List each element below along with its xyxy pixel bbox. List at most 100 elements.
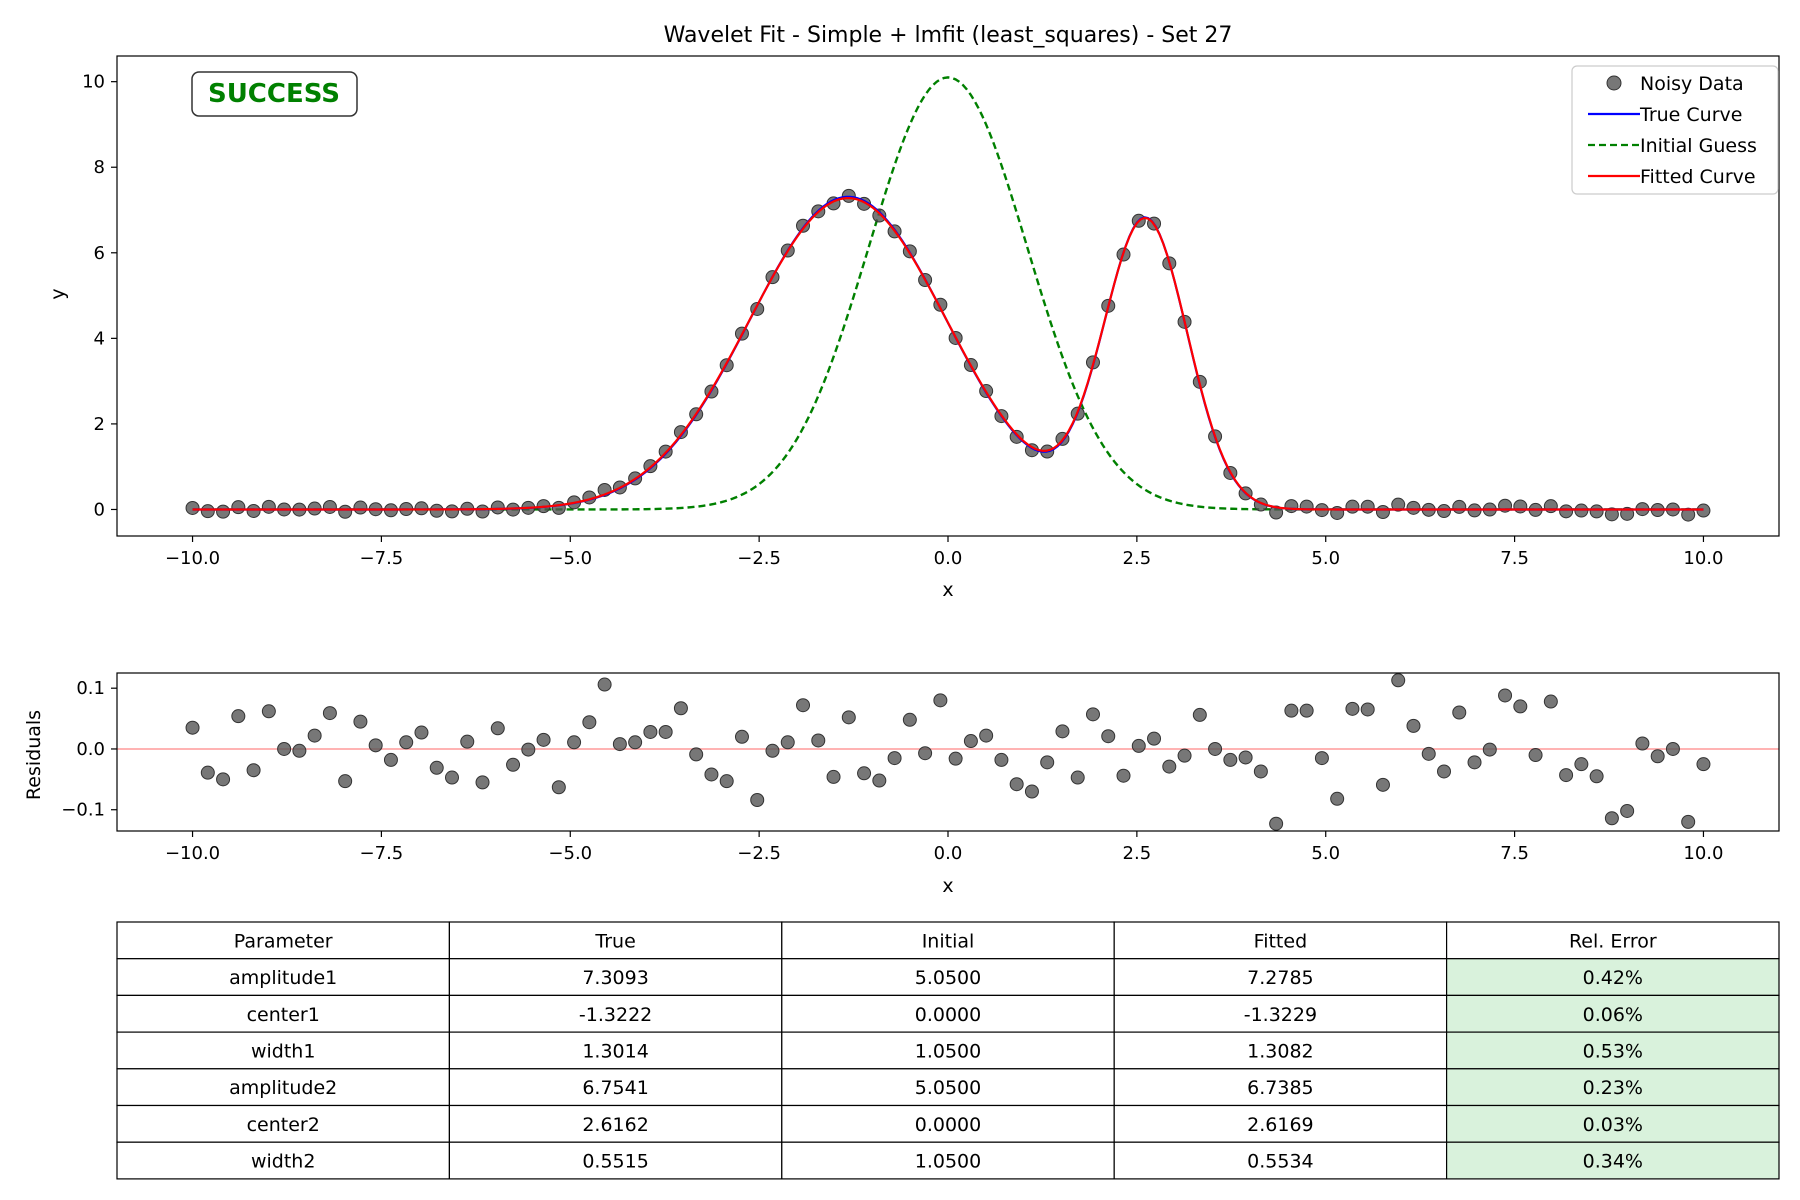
residuals-y-axis-label: Residuals [23, 710, 45, 800]
residual-point [1375, 777, 1390, 792]
residual-point [811, 733, 826, 748]
residual-point [1055, 724, 1070, 739]
residual-point [1574, 757, 1589, 772]
main-axes-frame [116, 55, 1780, 537]
residual-point [1559, 768, 1574, 783]
residual-point [338, 774, 353, 789]
residual-point [1131, 738, 1146, 753]
residuals-x-ticks: −10.0 −7.5 −5.0 −2.5 0.0 2.5 5.0 7.5 10.0 [165, 831, 1723, 864]
residual-point [368, 738, 383, 753]
residual-point [780, 735, 795, 750]
residual-point [322, 706, 337, 721]
table-cell-text: 1.0500 [915, 1151, 981, 1173]
residual-point [307, 728, 322, 743]
x-tick-label: 2.5 [1123, 548, 1152, 569]
residual-point [185, 720, 200, 735]
x-tick-label: −5.0 [548, 548, 592, 569]
residuals-plot: −10.0 −7.5 −5.0 −2.5 0.0 2.5 5.0 7.5 10.0 −0.1 0.… [23, 672, 1780, 897]
noisy-data-point [414, 501, 429, 516]
table-cell-text: 1.3082 [1247, 1040, 1313, 1062]
x-tick-label: −10.0 [165, 548, 220, 569]
x-tick-label: 0.0 [934, 548, 963, 569]
table-header-cell [781, 921, 1115, 960]
table-cell-text: 0.0000 [915, 1004, 981, 1026]
x-tick-label: 10.0 [1683, 843, 1723, 864]
noisy-data-point [1543, 499, 1558, 514]
residual-point [231, 709, 246, 724]
residual-point [1330, 791, 1345, 806]
x-tick-label: −7.5 [360, 843, 404, 864]
noisy-data-point [1620, 506, 1635, 521]
residual-point [796, 698, 811, 713]
residual-point [1147, 731, 1162, 746]
residual-point [857, 766, 872, 781]
noisy-data-point [1406, 500, 1421, 515]
noisy-data-point [1559, 504, 1574, 519]
legend: Noisy Data True Curve Initial Guess Fitt… [1571, 65, 1779, 195]
noisy-data-point [872, 208, 887, 223]
residuals-y-ticks: −0.1 0.0 0.1 [61, 678, 117, 821]
residual-point [1314, 751, 1329, 766]
residual-point [734, 729, 749, 744]
x-tick-label: 7.5 [1500, 843, 1529, 864]
residual-point [597, 677, 612, 692]
residual-point [1513, 699, 1528, 714]
table-cell [1113, 994, 1448, 1033]
main-plot: Wavelet Fit - Simple + lmfit (least_squa… [47, 23, 1780, 601]
residual-point [567, 735, 582, 750]
residual-point [1696, 757, 1711, 772]
table-header-cell [448, 921, 783, 960]
x-tick-label: −10.0 [165, 843, 220, 864]
x-tick-label: −7.5 [360, 548, 404, 569]
table-cell-text: 0.23% [1583, 1077, 1643, 1099]
residual-point [261, 704, 276, 719]
y-tick-label: 4 [94, 328, 105, 349]
table-cell-text: 5.0500 [915, 967, 981, 989]
noisy-data-point [322, 499, 337, 514]
main-y-axis-label: y [47, 288, 69, 299]
noisy-data-point [1437, 504, 1452, 519]
residual-point [887, 751, 902, 766]
noisy-data-point [475, 504, 490, 519]
legend-noisy-data-marker [1606, 75, 1622, 91]
residual-point [1543, 694, 1558, 709]
noisy-data-point [1269, 505, 1284, 520]
table-cell-text: 7.2785 [1247, 967, 1313, 989]
x-tick-label: 7.5 [1500, 548, 1529, 569]
table-cell [448, 1068, 783, 1107]
residual-point [216, 772, 231, 787]
residual-point [1208, 741, 1223, 756]
table-cell [448, 958, 783, 997]
residual-point [1162, 759, 1177, 774]
table-cell-text: width2 [251, 1151, 315, 1173]
noisy-data-point [551, 500, 566, 515]
noisy-data-point [185, 500, 200, 515]
table-cell-text: -1.3229 [1244, 1004, 1317, 1026]
x-tick-label: −2.5 [737, 843, 781, 864]
noisy-data-point [673, 425, 688, 440]
status-badge-text: SUCCESS [208, 79, 340, 109]
residual-point [689, 747, 704, 762]
residual-point [1620, 803, 1635, 818]
residual-point [582, 715, 597, 730]
main-title: Wavelet Fit - Simple + lmfit (least_squa… [664, 23, 1233, 48]
main-x-axis-label: x [942, 579, 953, 601]
residual-point [902, 712, 917, 727]
residual-point [506, 757, 521, 772]
residual-point [383, 752, 398, 767]
table-header-cell [1445, 921, 1780, 960]
residual-point [1192, 707, 1207, 722]
noisy-data-point [490, 500, 505, 515]
noisy-data-point [1513, 499, 1528, 514]
table-cell [1445, 994, 1780, 1033]
residual-point [933, 693, 948, 708]
noisy-data-point [231, 500, 246, 515]
noisy-data-point [1299, 499, 1314, 514]
table-cell-text: amplitude1 [229, 967, 337, 989]
residual-point [1650, 749, 1665, 764]
table-cell-text: 2.6162 [582, 1114, 648, 1136]
residual-point [750, 793, 765, 808]
table-header-text: Fitted [1254, 930, 1307, 952]
residual-point [1437, 764, 1452, 779]
table-cell-text: 5.0500 [915, 1077, 981, 1099]
